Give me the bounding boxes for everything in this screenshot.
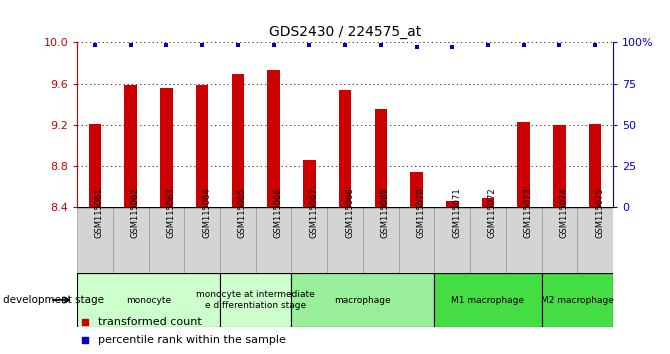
Bar <box>303 160 316 207</box>
Text: GSM115071: GSM115071 <box>452 187 461 238</box>
Bar <box>375 109 387 207</box>
Bar <box>541 207 578 273</box>
Bar <box>113 207 149 273</box>
Text: M1 macrophage: M1 macrophage <box>452 296 525 304</box>
Bar <box>363 207 399 273</box>
Text: percentile rank within the sample: percentile rank within the sample <box>98 335 286 345</box>
Text: GSM115074: GSM115074 <box>559 187 568 238</box>
Bar <box>541 273 613 327</box>
Text: GSM115075: GSM115075 <box>595 187 604 238</box>
Text: macrophage: macrophage <box>334 296 391 304</box>
Text: M2 macrophage: M2 macrophage <box>541 296 614 304</box>
Text: GSM115061: GSM115061 <box>95 187 104 238</box>
Bar <box>589 124 602 207</box>
Bar <box>149 207 184 273</box>
Bar <box>470 207 506 273</box>
Text: monocyte: monocyte <box>126 296 171 304</box>
Text: GSM115068: GSM115068 <box>345 187 354 238</box>
Text: development stage: development stage <box>3 295 105 305</box>
Text: GSM115065: GSM115065 <box>238 187 247 238</box>
Bar <box>77 207 113 273</box>
Text: GSM115066: GSM115066 <box>273 187 283 238</box>
Bar <box>434 273 541 327</box>
Bar <box>410 172 423 207</box>
Text: GSM115072: GSM115072 <box>488 187 497 238</box>
Bar <box>196 85 208 207</box>
Bar <box>160 88 173 207</box>
Text: GSM115070: GSM115070 <box>417 187 425 238</box>
Bar <box>434 207 470 273</box>
Bar <box>88 124 101 207</box>
Bar <box>267 70 280 207</box>
Bar <box>578 207 613 273</box>
Bar <box>220 207 256 273</box>
Text: monocyte at intermediate
e differentiation stage: monocyte at intermediate e differentiati… <box>196 290 315 310</box>
Text: GSM115062: GSM115062 <box>131 187 139 238</box>
Text: GSM115069: GSM115069 <box>381 187 390 238</box>
Bar <box>232 74 244 207</box>
Text: transformed count: transformed count <box>98 317 202 327</box>
Bar <box>125 85 137 207</box>
Text: GSM115067: GSM115067 <box>310 187 318 238</box>
Bar <box>339 90 351 207</box>
Bar <box>327 207 363 273</box>
Bar <box>291 273 434 327</box>
Bar <box>291 207 327 273</box>
Text: GSM115063: GSM115063 <box>166 187 176 238</box>
Bar <box>220 273 291 327</box>
Bar <box>184 207 220 273</box>
Bar <box>77 273 220 327</box>
Bar <box>553 125 565 207</box>
Bar <box>482 198 494 207</box>
Bar <box>399 207 434 273</box>
Bar <box>446 201 458 207</box>
Bar <box>517 122 530 207</box>
Bar <box>256 207 291 273</box>
Title: GDS2430 / 224575_at: GDS2430 / 224575_at <box>269 25 421 39</box>
Text: GSM115073: GSM115073 <box>524 187 533 238</box>
Text: GSM115064: GSM115064 <box>202 187 211 238</box>
Bar <box>506 207 541 273</box>
